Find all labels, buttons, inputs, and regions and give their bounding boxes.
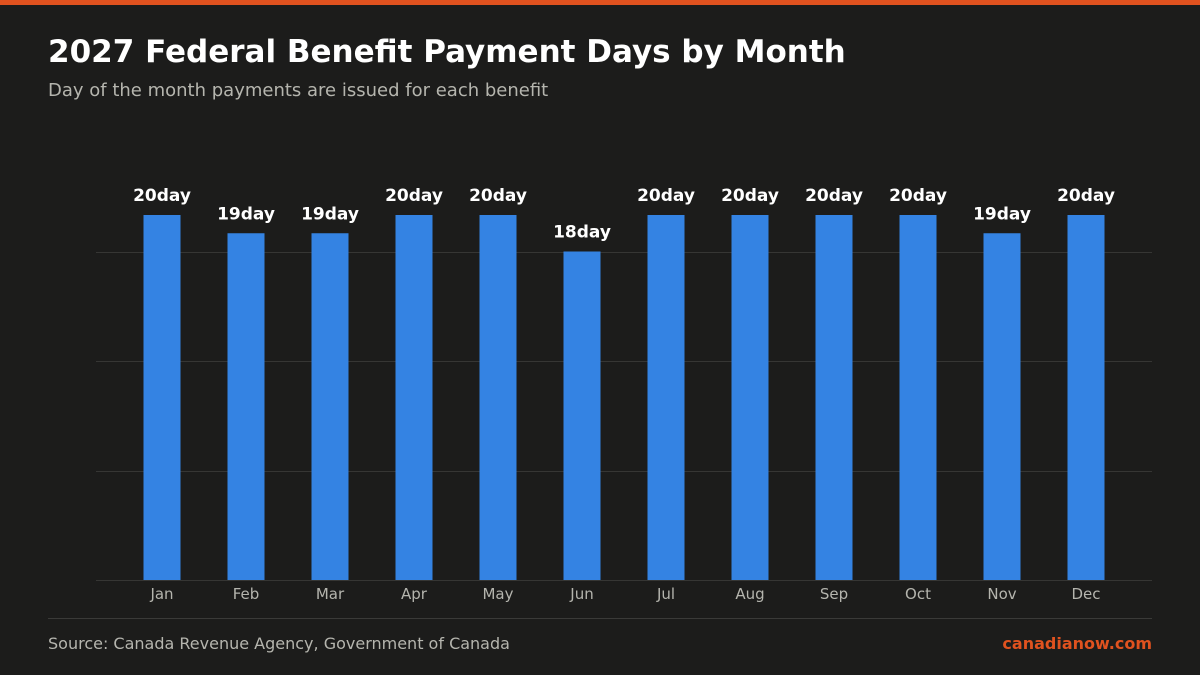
chart-subtitle: Day of the month payments are issued for… — [48, 80, 549, 101]
bar-oct — [899, 215, 937, 580]
bar-sep — [815, 215, 853, 580]
chart-title: 2027 Federal Benefit Payment Days by Mon… — [48, 34, 846, 70]
data-label-dec: 20day — [1057, 186, 1115, 206]
bars — [143, 215, 1105, 580]
x-tick-apr: Apr — [401, 585, 428, 603]
bar-jun — [563, 251, 601, 580]
source-note: Source: Canada Revenue Agency, Governmen… — [48, 634, 510, 653]
data-label-nov: 19day — [973, 204, 1031, 224]
data-label-jan: 20day — [133, 186, 191, 206]
bar-mar — [311, 233, 349, 580]
bar-dec — [1067, 215, 1105, 580]
x-tick-jan: Jan — [149, 585, 173, 603]
x-axis-ticks: Jan Feb Mar Apr May Jun Jul Aug Sep Oct Nov Dec — [149, 585, 1100, 603]
bar-apr — [395, 215, 433, 580]
x-tick-may: May — [482, 585, 513, 603]
x-tick-mar: Mar — [316, 585, 345, 603]
data-label-apr: 20day — [385, 186, 443, 206]
data-label-jun: 18day — [553, 223, 611, 243]
x-tick-nov: Nov — [987, 585, 1016, 603]
x-tick-sep: Sep — [820, 585, 848, 603]
x-tick-dec: Dec — [1071, 585, 1100, 603]
x-tick-oct: Oct — [905, 585, 931, 603]
bar-jan — [143, 215, 181, 580]
data-label-feb: 19day — [217, 204, 275, 224]
data-label-may: 20day — [469, 186, 527, 206]
x-tick-jul: Jul — [656, 585, 675, 603]
x-tick-aug: Aug — [735, 585, 764, 603]
data-label-aug: 20day — [721, 186, 779, 206]
data-label-jul: 20day — [637, 186, 695, 206]
gridlines — [96, 252, 1152, 581]
x-tick-feb: Feb — [233, 585, 260, 603]
bar-may — [479, 215, 517, 580]
bar-feb — [227, 233, 265, 580]
x-tick-jun: Jun — [569, 585, 593, 603]
brand-link[interactable]: canadianow.com — [1002, 634, 1152, 653]
footer-divider — [48, 618, 1152, 619]
data-label-mar: 19day — [301, 204, 359, 224]
bar-aug — [731, 215, 769, 580]
bar-nov — [983, 233, 1021, 580]
top-accent-bar — [0, 0, 1200, 5]
data-label-sep: 20day — [805, 186, 863, 206]
data-labels: 20day 19day 19day 20day 20day 18day 20day 20day… — [133, 186, 1115, 243]
bar-jul — [647, 215, 685, 580]
data-label-oct: 20day — [889, 186, 947, 206]
